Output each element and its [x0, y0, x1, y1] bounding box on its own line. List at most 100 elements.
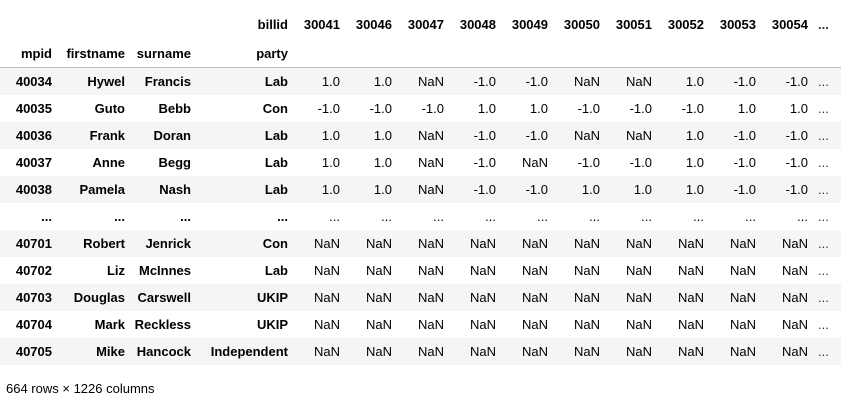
- cell-value: -1.0: [629, 155, 652, 170]
- cell-value: -1.0: [525, 182, 548, 197]
- cell-value: NaN: [417, 290, 444, 305]
- cell-value: -1.0: [525, 128, 548, 143]
- cell-value: -1.0: [629, 101, 652, 116]
- cell-value: -1.0: [473, 128, 496, 143]
- column-level-name: billid: [257, 17, 288, 32]
- row-firstname: Pamela: [79, 182, 125, 197]
- cell-value: NaN: [417, 128, 444, 143]
- index-name-party: party: [197, 40, 294, 68]
- cell-value: 1.0: [321, 74, 340, 89]
- cell-value: NaN: [313, 263, 340, 278]
- cell-value: NaN: [417, 344, 444, 359]
- cell-value: NaN: [781, 236, 808, 251]
- cell-value: 1.0: [633, 182, 652, 197]
- cell-value: -1.0: [317, 101, 340, 116]
- table-row: 40701 Robert Jenrick Con NaN NaN NaN NaN NaN NaN N…: [0, 230, 841, 257]
- header-blank: [554, 40, 606, 68]
- dataframe-table: billid 30041 30046 30047 30048 30049 30050 300…: [0, 10, 841, 365]
- cell-value: NaN: [417, 263, 444, 278]
- row-surname: McInnes: [138, 263, 191, 278]
- row-surname: Francis: [144, 74, 191, 89]
- cell-value: NaN: [729, 344, 756, 359]
- cell-value: NaN: [469, 236, 496, 251]
- column-header-30050: 30050: [563, 17, 600, 32]
- cell-value: 1.0: [789, 101, 808, 116]
- header-blank: [0, 10, 58, 40]
- cell-value: -1.0: [733, 74, 756, 89]
- cell-value: NaN: [417, 236, 444, 251]
- cell-value: NaN: [573, 344, 600, 359]
- cell-value: 1.0: [685, 155, 704, 170]
- row-mpid: ...: [41, 209, 52, 224]
- cell-value: ...: [745, 209, 756, 224]
- cell-value: NaN: [365, 317, 392, 332]
- cell-value: NaN: [313, 236, 340, 251]
- cell-value: NaN: [417, 182, 444, 197]
- row-party: UKIP: [256, 317, 288, 332]
- row-mpid: 40037: [15, 155, 52, 170]
- cell-value: NaN: [729, 317, 756, 332]
- cell-value: -1.0: [785, 182, 808, 197]
- row-surname: Doran: [153, 128, 191, 143]
- cell-value: ...: [818, 344, 829, 359]
- cell-value: NaN: [573, 236, 600, 251]
- cell-value: NaN: [313, 344, 340, 359]
- column-header-30049: 30049: [511, 17, 548, 32]
- cell-value: ...: [693, 209, 704, 224]
- row-party: Lab: [264, 155, 288, 170]
- cell-value: -1.0: [473, 74, 496, 89]
- cell-value: -1.0: [577, 101, 600, 116]
- cell-value: NaN: [469, 263, 496, 278]
- header-blank: [710, 40, 762, 68]
- table-row: 40702 Liz McInnes Lab NaN NaN NaN NaN NaN NaN NaN N…: [0, 257, 841, 284]
- cell-value: 1.0: [477, 101, 496, 116]
- cell-value: ...: [818, 209, 829, 224]
- row-mpid: 40038: [15, 182, 52, 197]
- header-blank: [398, 40, 450, 68]
- cell-value: -1.0: [681, 101, 704, 116]
- cell-value: -1.0: [733, 182, 756, 197]
- row-firstname: Mike: [96, 344, 125, 359]
- row-firstname: Anne: [92, 155, 126, 170]
- cell-value: NaN: [417, 155, 444, 170]
- cell-value: NaN: [573, 317, 600, 332]
- column-header-30052: 30052: [667, 17, 704, 32]
- cell-value: NaN: [781, 317, 808, 332]
- row-party: Lab: [264, 128, 288, 143]
- cell-value: NaN: [365, 290, 392, 305]
- cell-value: 1.0: [373, 74, 392, 89]
- row-firstname: Hywel: [87, 74, 125, 89]
- column-header-30051: 30051: [615, 17, 652, 32]
- shape-summary: 664 rows × 1226 columns: [6, 381, 155, 396]
- cell-value: NaN: [573, 263, 600, 278]
- cell-value: -1.0: [733, 155, 756, 170]
- cell-value: ...: [797, 209, 808, 224]
- row-mpid: 40705: [15, 344, 52, 359]
- row-firstname: Mark: [94, 317, 125, 332]
- cell-value: ...: [381, 209, 392, 224]
- cell-value: NaN: [573, 74, 600, 89]
- row-party: Lab: [264, 263, 288, 278]
- table-row: 40704 Mark Reckless UKIP NaN NaN NaN NaN NaN NaN N…: [0, 311, 841, 338]
- cell-value: ...: [818, 317, 829, 332]
- row-party: ...: [277, 209, 288, 224]
- row-party: UKIP: [256, 290, 288, 305]
- cell-value: NaN: [677, 290, 704, 305]
- cell-value: ...: [589, 209, 600, 224]
- header-blank: [502, 40, 554, 68]
- cell-value: NaN: [625, 128, 652, 143]
- cell-value: NaN: [521, 263, 548, 278]
- cell-value: 1.0: [373, 128, 392, 143]
- index-names-row: mpid firstname surname party: [0, 40, 841, 68]
- cell-value: NaN: [521, 344, 548, 359]
- header-blank: [131, 10, 197, 40]
- cell-value: 1.0: [581, 182, 600, 197]
- row-mpid: 40034: [15, 74, 52, 89]
- cell-value: NaN: [729, 263, 756, 278]
- row-firstname: Frank: [89, 128, 125, 143]
- index-name-surname: surname: [131, 40, 197, 68]
- dataframe-output: billid 30041 30046 30047 30048 30049 30050 300…: [0, 10, 843, 365]
- row-surname: Bebb: [158, 101, 192, 116]
- header-blank: [450, 40, 502, 68]
- table-row: 40038 Pamela Nash Lab 1.0 1.0 NaN -1.0 -1.0 1.0 1.…: [0, 176, 841, 203]
